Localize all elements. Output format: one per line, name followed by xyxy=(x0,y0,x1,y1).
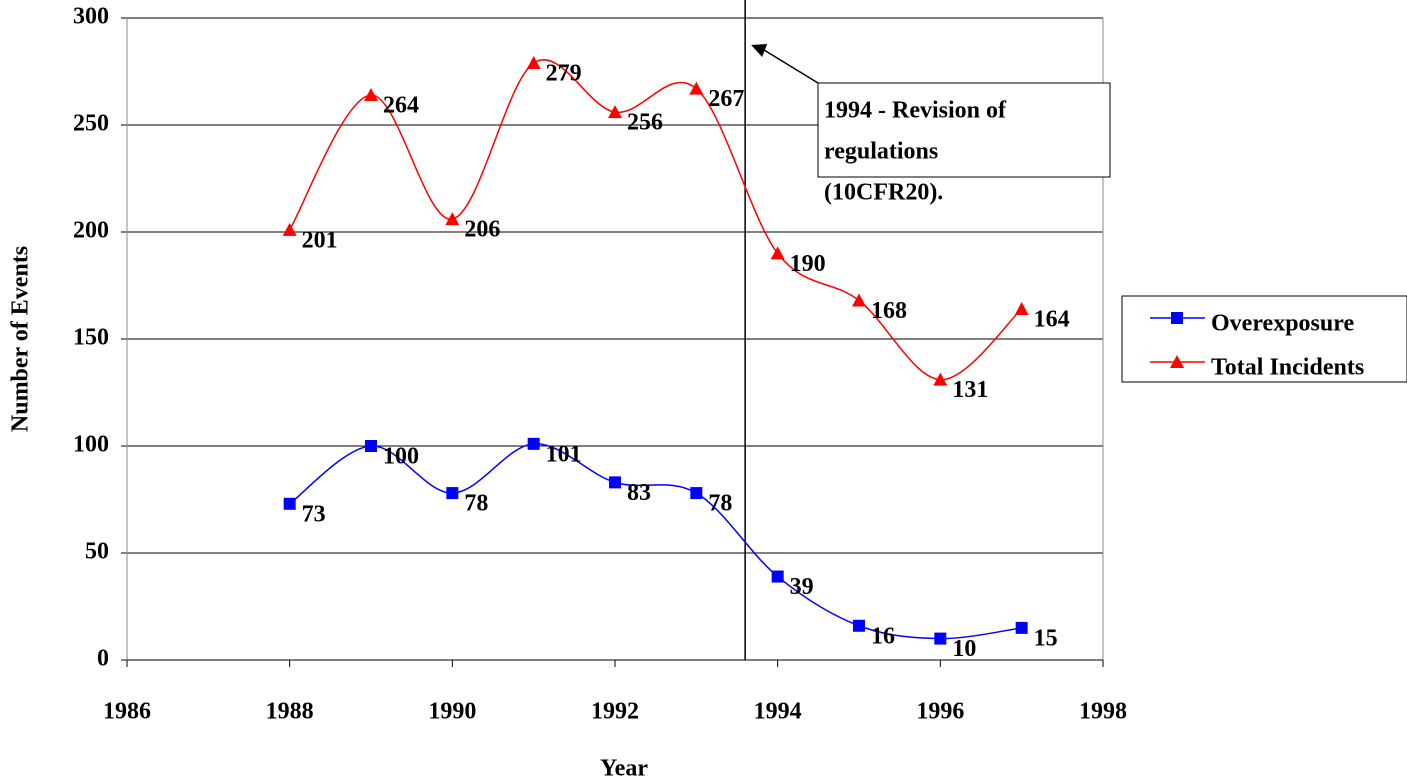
annotation-text: 1994 - Revision of xyxy=(824,98,1007,124)
marker xyxy=(446,487,459,500)
y-tick-label: 0 xyxy=(97,646,109,672)
marker xyxy=(364,88,378,102)
y-tick-label: 150 xyxy=(73,325,109,351)
legend-marker xyxy=(1170,355,1184,368)
data-label: 131 xyxy=(952,377,988,403)
data-label: 190 xyxy=(790,251,826,277)
y-tick-label: 300 xyxy=(73,4,109,30)
y-tick-label: 250 xyxy=(73,111,109,137)
x-tick-label: 1988 xyxy=(266,699,314,725)
data-label: 16 xyxy=(871,623,895,649)
marker xyxy=(445,212,460,226)
legend-label: Overexposure xyxy=(1211,311,1354,337)
data-label: 83 xyxy=(627,480,651,506)
x-tick-label: 1996 xyxy=(916,699,964,725)
y-tick-label: 200 xyxy=(73,218,109,244)
x-tick-label: 1986 xyxy=(103,699,151,725)
marker xyxy=(282,222,297,236)
data-label: 15 xyxy=(1034,625,1058,651)
data-label: 39 xyxy=(790,574,814,600)
legend-marker xyxy=(1171,312,1183,324)
data-label: 101 xyxy=(546,441,582,467)
series-line xyxy=(289,443,1022,640)
x-axis-label: Year xyxy=(600,756,648,782)
marker xyxy=(608,105,622,119)
y-axis-label: Number of Events xyxy=(8,246,34,432)
marker xyxy=(1015,621,1028,634)
annotation-box xyxy=(817,82,1111,178)
x-tick-label: 1994 xyxy=(754,699,802,725)
marker xyxy=(934,632,947,645)
y-tick-label: 50 xyxy=(85,539,109,565)
marker xyxy=(933,372,948,386)
marker xyxy=(527,437,540,450)
legend-box xyxy=(1121,295,1407,383)
marker xyxy=(853,619,865,632)
marker xyxy=(1014,302,1029,316)
marker xyxy=(770,246,785,260)
data-label: 168 xyxy=(871,298,907,324)
data-label: 100 xyxy=(383,444,419,470)
annotation-arrow xyxy=(758,46,819,84)
marker xyxy=(771,570,784,583)
annotation-text: (10CFR20). xyxy=(824,180,943,206)
annotation-text: regulations xyxy=(824,139,938,165)
marker xyxy=(283,497,296,510)
annotation-arrowhead xyxy=(751,44,768,57)
marker xyxy=(526,55,541,69)
x-tick-label: 1990 xyxy=(428,699,476,725)
data-label: 206 xyxy=(464,217,500,243)
data-label: 264 xyxy=(383,93,419,119)
data-label: 256 xyxy=(627,110,663,136)
data-label: 201 xyxy=(302,227,338,253)
marker xyxy=(609,476,621,489)
data-label: 279 xyxy=(546,60,582,86)
marker xyxy=(852,293,866,307)
marker xyxy=(365,440,377,452)
legend-label: Total Incidents xyxy=(1211,355,1364,381)
marker xyxy=(689,81,704,95)
data-label: 73 xyxy=(302,501,326,527)
data-label: 10 xyxy=(952,636,976,662)
x-tick-label: 1992 xyxy=(591,699,639,725)
marker xyxy=(690,487,703,500)
series-line xyxy=(289,59,1023,381)
data-label: 164 xyxy=(1034,307,1070,333)
y-tick-label: 100 xyxy=(73,432,109,458)
data-label: 78 xyxy=(708,491,732,517)
data-label: 267 xyxy=(708,86,744,112)
data-label: 78 xyxy=(464,491,488,517)
x-tick-label: 1998 xyxy=(1079,699,1127,725)
